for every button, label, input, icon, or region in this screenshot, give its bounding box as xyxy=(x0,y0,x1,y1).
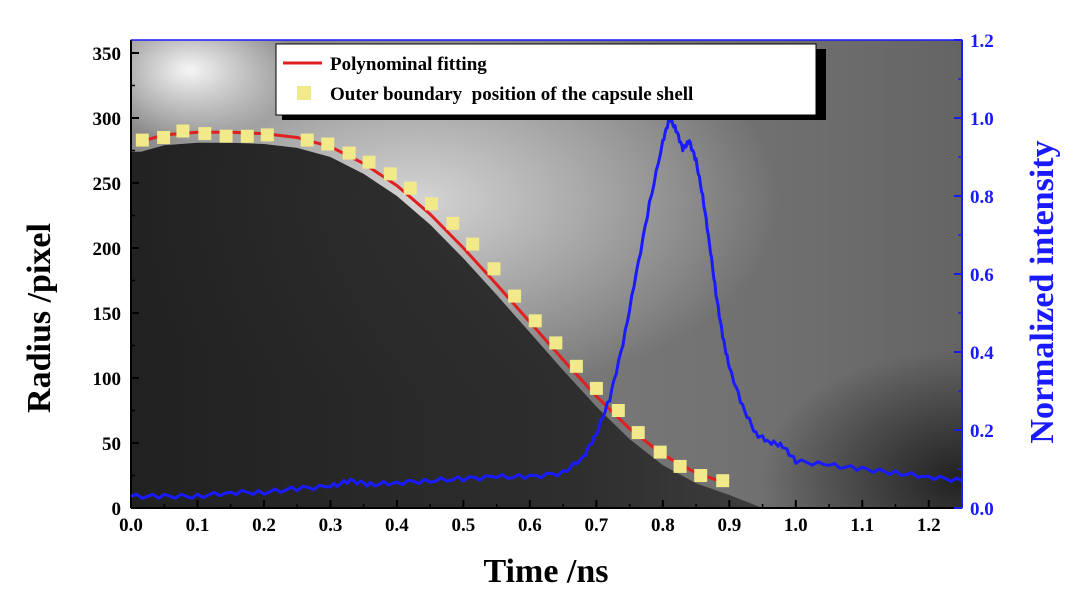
boundary-marker xyxy=(549,336,563,350)
boundary-marker xyxy=(300,133,314,147)
boundary-marker xyxy=(487,262,501,276)
y-tick-label: 350 xyxy=(93,44,122,65)
y2-tick-label: 0.4 xyxy=(970,343,994,364)
boundary-marker xyxy=(362,155,376,169)
boundary-markers xyxy=(135,124,730,488)
boundary-marker xyxy=(528,314,542,328)
y-tick-label: 150 xyxy=(93,304,122,325)
boundary-marker xyxy=(198,127,212,141)
x-tick-label: 0.8 xyxy=(651,515,675,536)
boundary-marker xyxy=(631,426,645,440)
x-tick-label: 0.1 xyxy=(186,515,210,536)
y2-tick-label: 0.0 xyxy=(970,499,994,520)
x-tick-label: 0.0 xyxy=(119,515,143,536)
intensity-series xyxy=(131,117,962,500)
boundary-marker xyxy=(403,181,417,195)
boundary-marker xyxy=(446,216,460,230)
x-tick-label: 0.5 xyxy=(452,515,476,536)
boundary-marker xyxy=(135,133,149,147)
boundary-marker xyxy=(176,124,190,138)
legend-marker-swatch xyxy=(297,86,311,100)
legend: Polynominal fitting Outer boundary posit… xyxy=(275,43,826,120)
boundary-marker xyxy=(383,167,397,181)
boundary-marker xyxy=(653,445,667,459)
y-tick-label: 300 xyxy=(93,109,122,130)
y2-axis-title: Normalized intensity xyxy=(1024,140,1061,443)
x-tick-label: 1.2 xyxy=(917,515,941,536)
y-tick-label: 100 xyxy=(93,369,122,390)
legend-fit-label: Polynominal fitting xyxy=(330,54,487,75)
boundary-marker xyxy=(508,289,522,303)
intensity-line xyxy=(131,117,962,500)
y-tick-label: 50 xyxy=(102,434,121,455)
boundary-marker xyxy=(611,404,625,417)
boundary-marker xyxy=(157,131,171,144)
x-tick-label: 0.4 xyxy=(385,515,409,536)
boundary-marker xyxy=(342,146,356,160)
legend-marker-label: Outer boundary position of the capsule s… xyxy=(330,84,693,105)
x-axis-title: Time /ns xyxy=(483,553,608,590)
boundary-marker xyxy=(569,359,583,373)
y2-tick-label: 0.6 xyxy=(970,265,994,286)
boundary-marker xyxy=(466,237,480,251)
boundary-marker xyxy=(321,137,335,151)
x-tick-label: 1.0 xyxy=(784,515,808,536)
x-tick-label: 0.3 xyxy=(319,515,343,536)
boundary-marker xyxy=(425,197,438,211)
x-tick-label: 0.6 xyxy=(518,515,542,536)
boundary-marker xyxy=(260,128,274,142)
boundary-marker xyxy=(219,129,233,143)
boundary-marker xyxy=(240,129,254,143)
x-axis: 0.0 0.1 0.2 0.3 0.4 0.5 0.6 0.7 0.8 0.9 1.0 1.1 1.2 xyxy=(119,500,941,536)
y-axis-title: Radius /pixel xyxy=(21,223,58,413)
y-axis-left: 0 50 100 150 200 250 300 350 xyxy=(93,44,139,520)
y2-tick-label: 0.8 xyxy=(970,187,994,208)
x-tick-label: 0.9 xyxy=(717,515,741,536)
y-tick-label: 250 xyxy=(93,174,122,195)
boundary-marker xyxy=(589,381,603,395)
x-tick-label: 0.7 xyxy=(584,515,608,536)
x-tick-label: 0.2 xyxy=(252,515,276,536)
y2-tick-label: 0.2 xyxy=(970,421,994,442)
y-tick-label: 0 xyxy=(112,499,122,520)
y-tick-label: 200 xyxy=(93,239,122,260)
boundary-marker xyxy=(673,459,687,473)
boundary-marker xyxy=(694,469,708,482)
boundary-marker xyxy=(716,474,730,488)
y2-tick-label: 1.2 xyxy=(970,31,994,52)
y2-tick-label: 1.0 xyxy=(970,109,994,130)
x-tick-label: 1.1 xyxy=(850,515,874,536)
y-axis-right: 0.0 0.2 0.4 0.6 0.8 1.0 1.2 xyxy=(954,31,994,520)
